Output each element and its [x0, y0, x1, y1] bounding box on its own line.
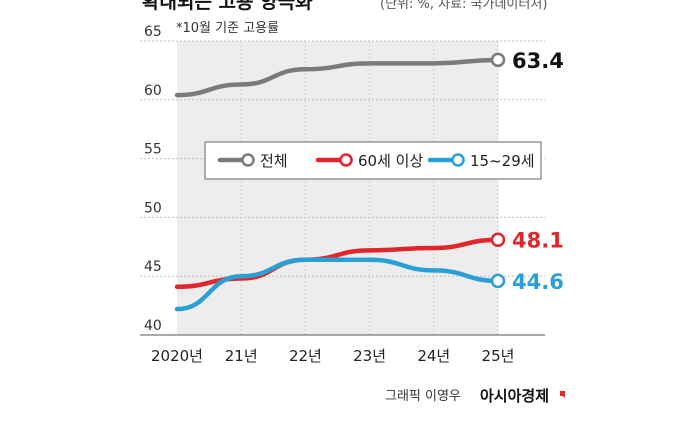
series-end-label-total: 63.4 [512, 49, 564, 73]
series-end-marker-total [490, 52, 506, 68]
legend-label-youth: 15~29세 [470, 152, 535, 170]
legend-label-senior: 60세 이상 [358, 152, 423, 170]
subtitle-note: *10월 기준 고용률 [176, 21, 279, 36]
source-note: (단위: %, 자료: 국가데이터처) [380, 0, 547, 12]
series-line-youth [174, 257, 501, 312]
series-end-marker-senior [490, 232, 506, 247]
legend-label-total: 전체 [260, 152, 288, 170]
series-end-label-youth: 44.6 [512, 270, 564, 294]
brand-mark-icon [560, 391, 565, 398]
x-tick-label: 2020년 [151, 347, 203, 365]
chart-title: 확대되는 고용 양극화 [142, 0, 313, 13]
series-end-label-senior: 48.1 [512, 229, 564, 253]
y-tick-label: 50 [144, 200, 162, 216]
legend: 전체 60세 이상 15~29세 [204, 141, 542, 180]
x-tick-label: 22년 [289, 347, 322, 365]
y-tick-label: 40 [144, 318, 162, 334]
legend-swatch-marker-total [241, 153, 255, 167]
brand-logo-text: 아시아경제 [480, 387, 549, 405]
x-tick-label: 21년 [225, 347, 258, 365]
legend-swatch-marker-youth [451, 153, 465, 167]
x-tick-label: 25년 [482, 347, 515, 365]
x-tick-label: 24년 [417, 347, 450, 365]
series-line-total [174, 57, 501, 98]
legend-swatch-marker-senior [339, 153, 353, 167]
legend-box [204, 141, 542, 180]
y-tick-label: 45 [144, 259, 162, 275]
y-tick-label: 60 [144, 83, 162, 99]
plot-background-band [177, 41, 498, 335]
y-tick-label: 55 [144, 142, 162, 158]
graphic-credit: 그래픽 이영우 [385, 389, 461, 404]
x-tick-label: 23년 [353, 347, 386, 365]
series-end-marker-youth [490, 273, 506, 289]
y-tick-label: 65 [144, 24, 162, 40]
